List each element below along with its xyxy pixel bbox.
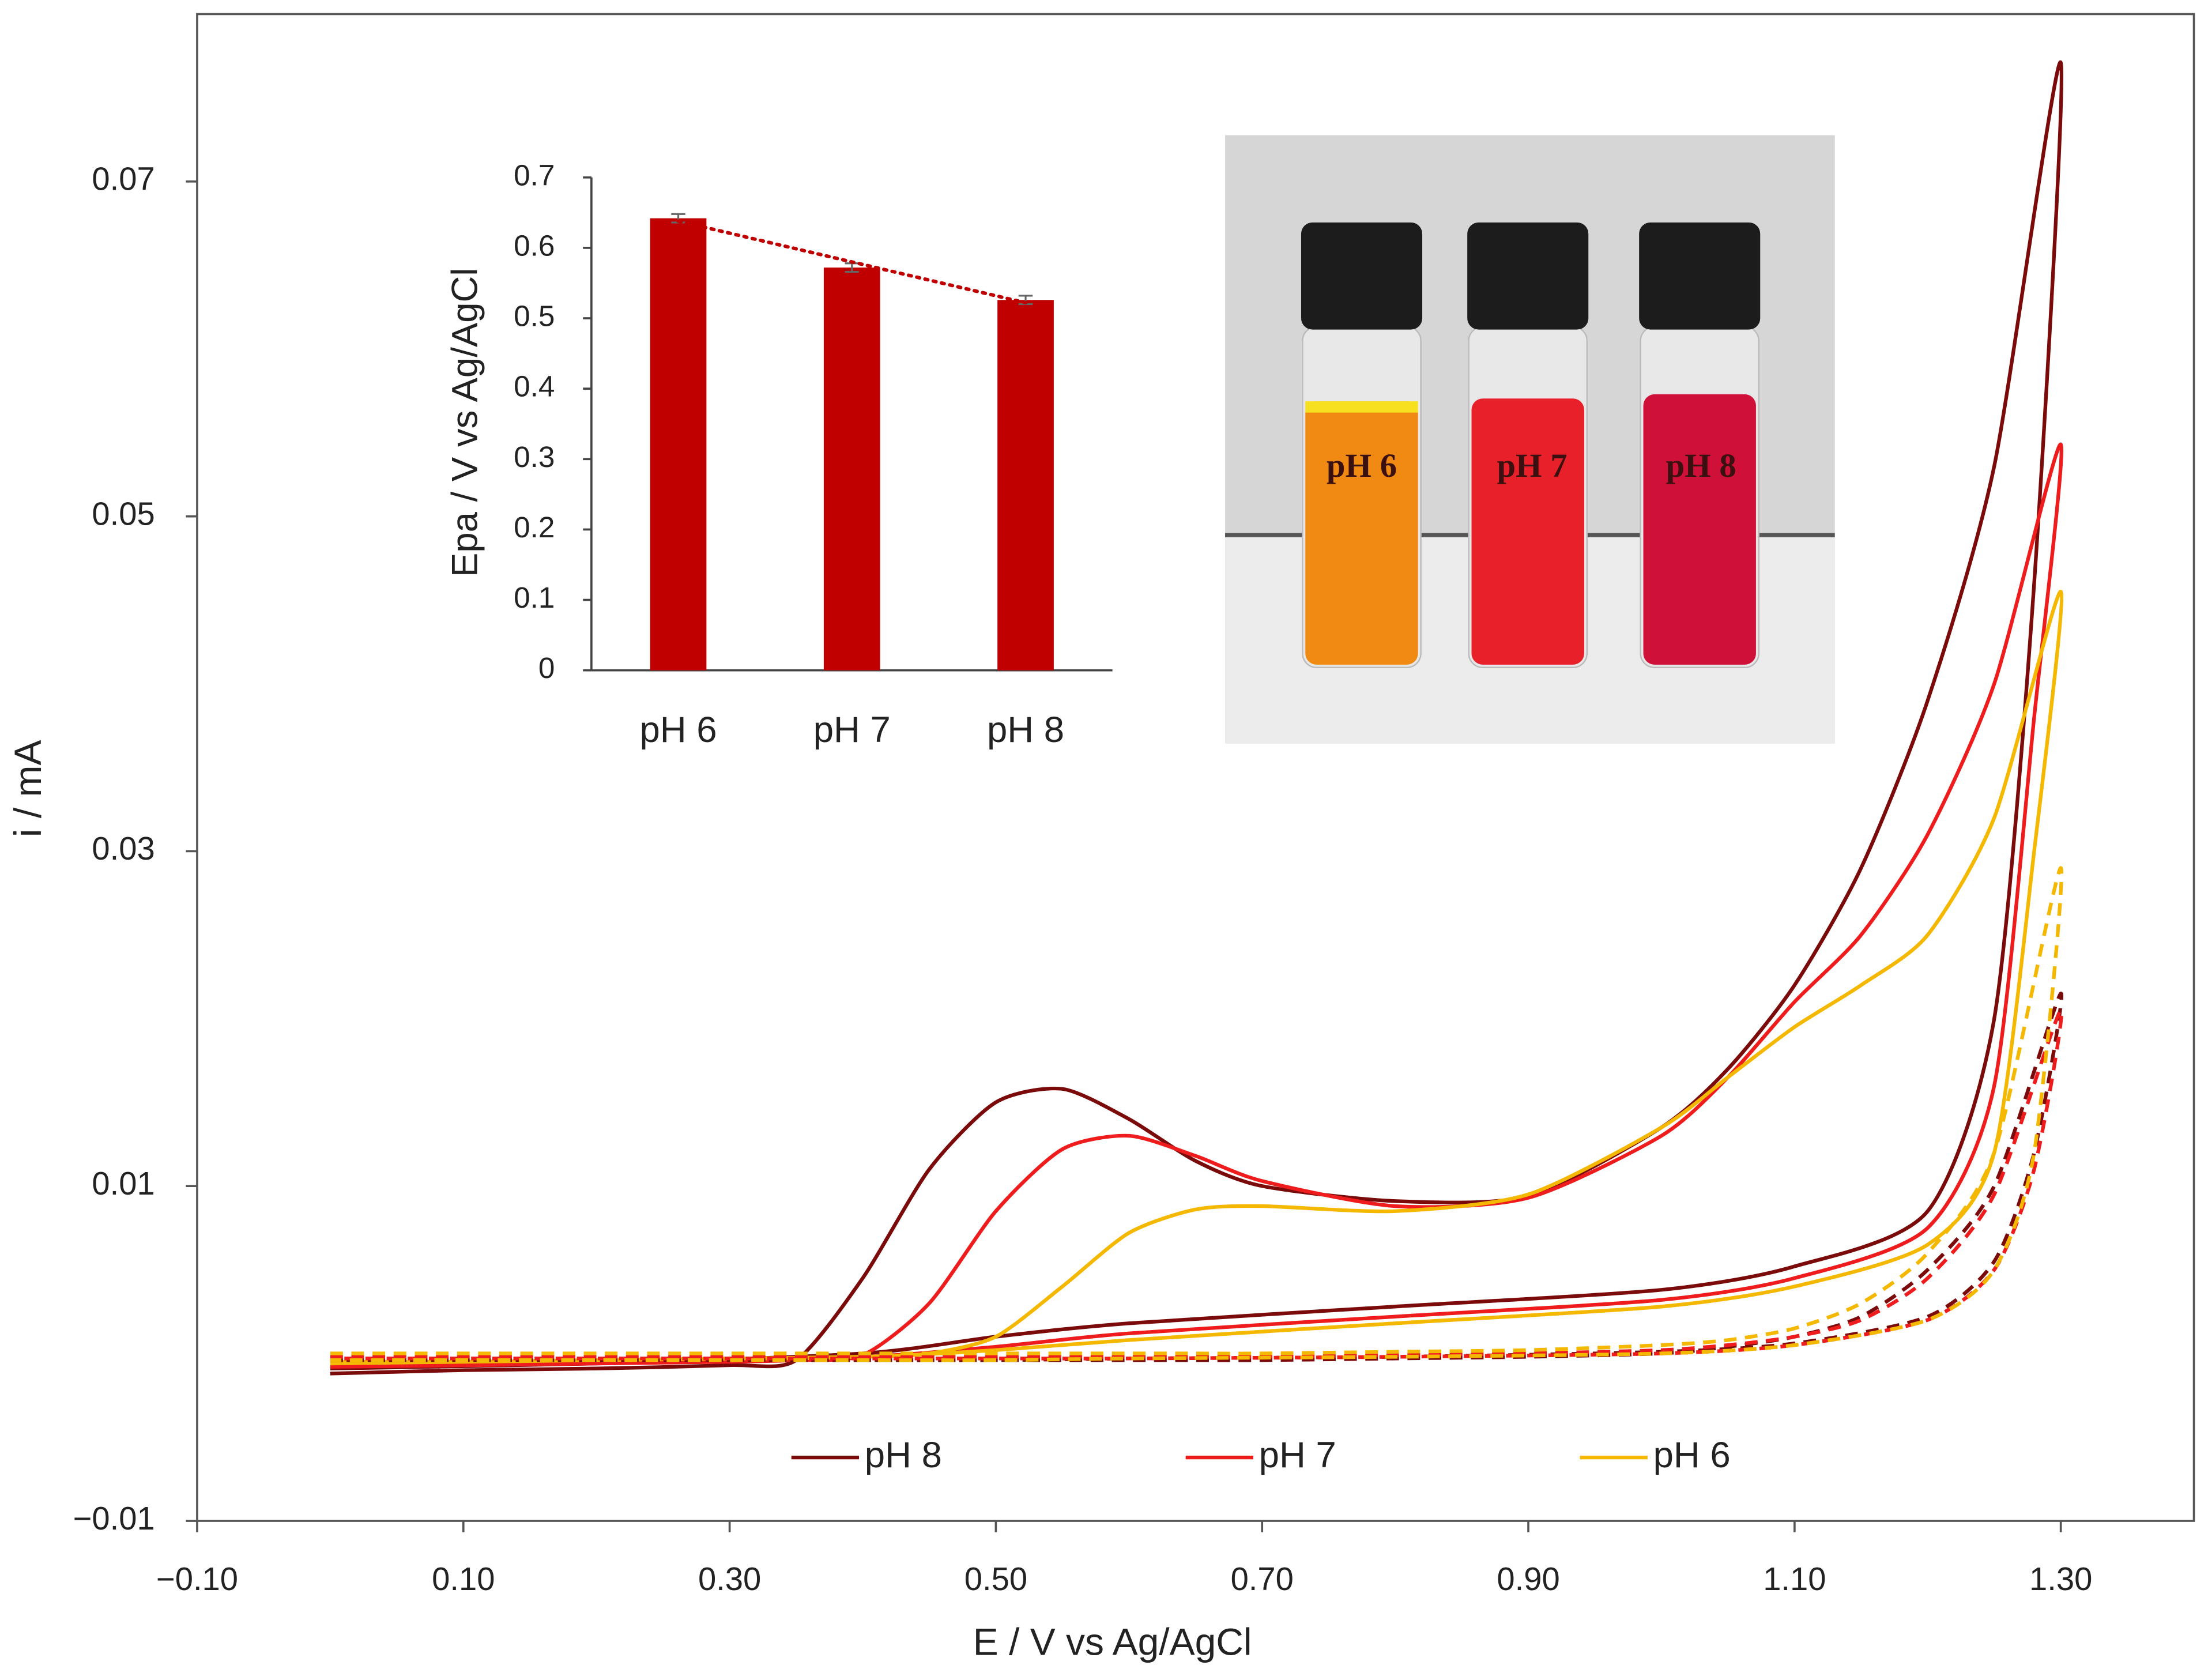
inset-y-tick-label: 0.6 xyxy=(514,229,555,262)
y-axis-label: i / mA xyxy=(6,740,49,838)
cv-curve xyxy=(330,1008,2064,1361)
photo-label: pH 6 xyxy=(1327,447,1397,484)
inset-y-tick-label: 0.7 xyxy=(514,159,555,191)
inset-y-tick-label: 0 xyxy=(538,651,555,684)
y-tick-label: 0.07 xyxy=(92,161,155,197)
vial-cap xyxy=(1301,222,1423,330)
x-tick-label: 0.70 xyxy=(1231,1561,1294,1597)
inset-y-tick-label: 0.5 xyxy=(514,300,555,333)
bar xyxy=(650,218,707,671)
vial xyxy=(1639,222,1761,669)
legend-label: pH 8 xyxy=(865,1435,942,1475)
plot-frame xyxy=(196,13,2195,1522)
vial xyxy=(1301,222,1423,669)
vial-liquid xyxy=(1471,398,1584,665)
photo-label: pH 7 xyxy=(1497,447,1567,484)
cv-curve xyxy=(330,442,2064,1369)
photo-label: pH 8 xyxy=(1666,447,1736,484)
inset-x-tick-label: pH 8 xyxy=(987,710,1064,750)
legend-label: pH 7 xyxy=(1259,1435,1336,1475)
vial xyxy=(1467,222,1589,669)
cv-curve xyxy=(330,992,2064,1362)
x-tick-label: 0.50 xyxy=(964,1561,1027,1597)
trend-line xyxy=(676,219,1028,305)
vial-liquid xyxy=(1305,401,1418,665)
cv-curve xyxy=(330,866,2064,1362)
x-tick-label: 1.10 xyxy=(1763,1561,1826,1597)
x-tick-label: 0.90 xyxy=(1497,1561,1559,1597)
x-tick-label: 0.30 xyxy=(698,1561,761,1597)
cv-curve xyxy=(330,61,2064,1376)
x-tick-label: −0.10 xyxy=(156,1561,238,1597)
x-axis-label: E / V vs Ag/AgCl xyxy=(973,1620,1252,1663)
inset-y-tick-label: 0.3 xyxy=(514,440,555,473)
x-tick-label: 1.30 xyxy=(2029,1561,2092,1597)
vial-cap xyxy=(1639,222,1761,330)
inset-y-tick-label: 0.4 xyxy=(514,370,555,403)
inset-x-tick-label: pH 7 xyxy=(813,710,891,750)
vial-liquid xyxy=(1643,394,1756,665)
x-tick-label: 0.10 xyxy=(432,1561,495,1597)
inset-y-tick-label: 0.2 xyxy=(514,511,555,544)
bar xyxy=(997,300,1054,671)
bar xyxy=(823,268,880,671)
vial-photo: pH 6 pH 7 pH 8 xyxy=(1225,135,1835,744)
y-tick-label: 0.05 xyxy=(92,495,155,532)
vial-cap xyxy=(1467,222,1589,330)
meniscus xyxy=(1305,401,1418,413)
y-tick-label: 0.03 xyxy=(92,830,155,867)
inset-x-tick-label: pH 6 xyxy=(639,710,717,750)
inset-y-tick-label: 0.1 xyxy=(514,581,555,614)
y-tick-label: −0.01 xyxy=(73,1500,155,1536)
legend-label: pH 6 xyxy=(1653,1435,1731,1475)
inset-y-axis-label: Epa / V vs Ag/AgCl xyxy=(445,268,485,578)
y-tick-label: 0.01 xyxy=(92,1165,155,1201)
